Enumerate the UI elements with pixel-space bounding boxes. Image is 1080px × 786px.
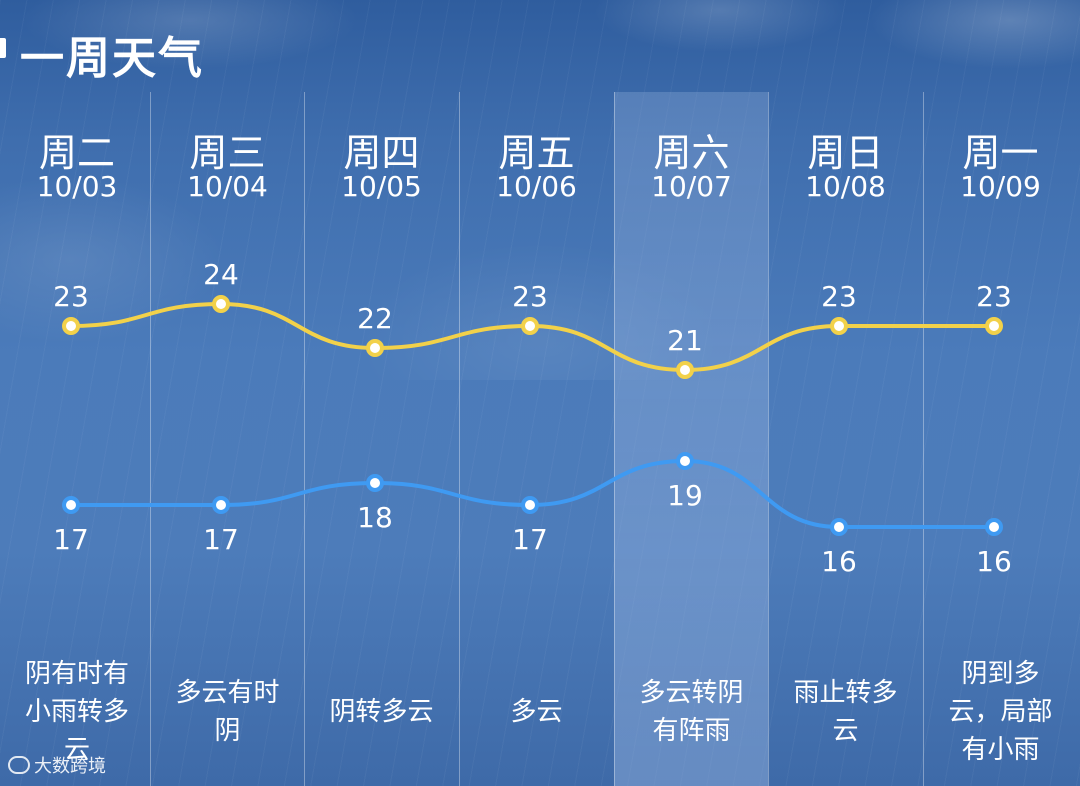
day-column[interactable]: 周五 10/06 多云 <box>459 92 613 786</box>
day-name: 周二 <box>38 131 115 175</box>
watermark-logo-icon <box>8 756 30 774</box>
weather-description: 多云有时阴 <box>151 647 304 777</box>
day-date: 10/08 <box>805 170 886 203</box>
weather-description: 雨止转多云 <box>769 647 922 777</box>
weather-description: 阴有时有 小雨转多云 <box>0 647 154 777</box>
day-name: 周三 <box>189 131 266 175</box>
day-date: 10/07 <box>651 170 732 203</box>
watermark-text: 大数跨境 <box>34 756 106 777</box>
description-line: 阴转多云 <box>329 697 434 727</box>
day-name: 周六 <box>653 131 730 175</box>
day-column[interactable]: 周三 10/04 多云有时阴 <box>150 92 304 786</box>
day-name: 周五 <box>498 131 575 175</box>
description-line: 云 <box>63 735 90 765</box>
week-grid: 周二 10/03 阴有时有 小雨转多云周三 10/04 多云有时阴周四 10/05 阴转多云周… <box>0 92 1080 786</box>
day-column[interactable]: 周四 10/05 阴转多云 <box>304 92 458 786</box>
description-line: 有阵雨 <box>652 716 731 746</box>
description-line: 阴到多 <box>961 659 1040 689</box>
description-line: 有小雨 <box>961 735 1040 765</box>
description-line: 多云有时 <box>175 678 280 708</box>
day-column[interactable]: 周一 10/09 阴到多云，局部有小雨 <box>923 92 1077 786</box>
watermark: 大数跨境 <box>8 752 106 778</box>
description-line: 阴 <box>214 716 241 746</box>
day-column[interactable]: 周六 10/07 多云转阴有阵雨 <box>614 92 768 786</box>
header: 一周天气 <box>0 0 1080 90</box>
day-column[interactable]: 周日 10/08 雨止转多云 <box>768 92 922 786</box>
description-line: 多云 <box>510 697 563 727</box>
description-line: 阴有时有 <box>24 659 129 689</box>
day-date: 10/03 <box>36 170 118 203</box>
day-date: 10/09 <box>960 170 1041 203</box>
day-name: 周四 <box>343 131 420 175</box>
weather-description: 多云转阴 有阵雨 <box>615 647 768 777</box>
day-date: 10/06 <box>496 170 577 203</box>
day-date: 10/05 <box>341 170 422 203</box>
page-title: 一周天气 <box>20 33 204 84</box>
day-date: 10/04 <box>187 170 268 203</box>
description-line: 雨止转多 <box>793 678 898 708</box>
day-column[interactable]: 周二 10/03 阴有时有小雨转多云 <box>0 92 154 786</box>
description-line: 小雨转多 <box>24 697 129 727</box>
weather-description: 多云 <box>460 647 613 777</box>
description-line: 云 <box>832 716 859 746</box>
description-line: 多云转阴 <box>639 678 744 708</box>
title-marker <box>0 38 6 58</box>
weather-description: 阴转多云 <box>305 647 458 777</box>
day-name: 周日 <box>807 131 884 175</box>
day-name: 周一 <box>962 131 1039 175</box>
weather-description: 阴到多云，局部有小雨 <box>924 647 1077 777</box>
description-line: 云，局部 <box>948 697 1053 727</box>
